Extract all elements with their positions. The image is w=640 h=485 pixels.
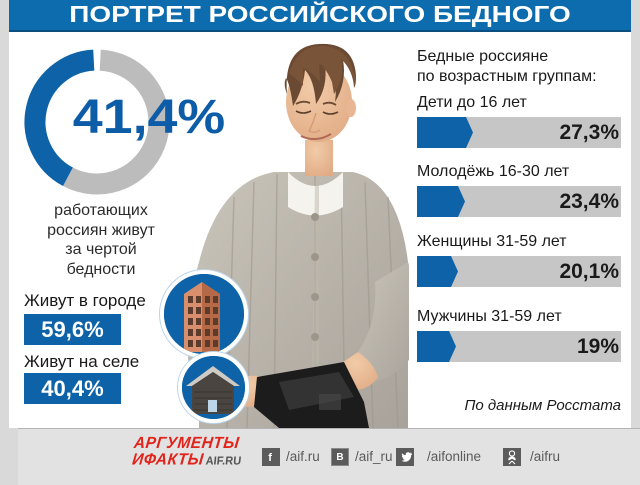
- svg-text:f: f: [268, 452, 272, 464]
